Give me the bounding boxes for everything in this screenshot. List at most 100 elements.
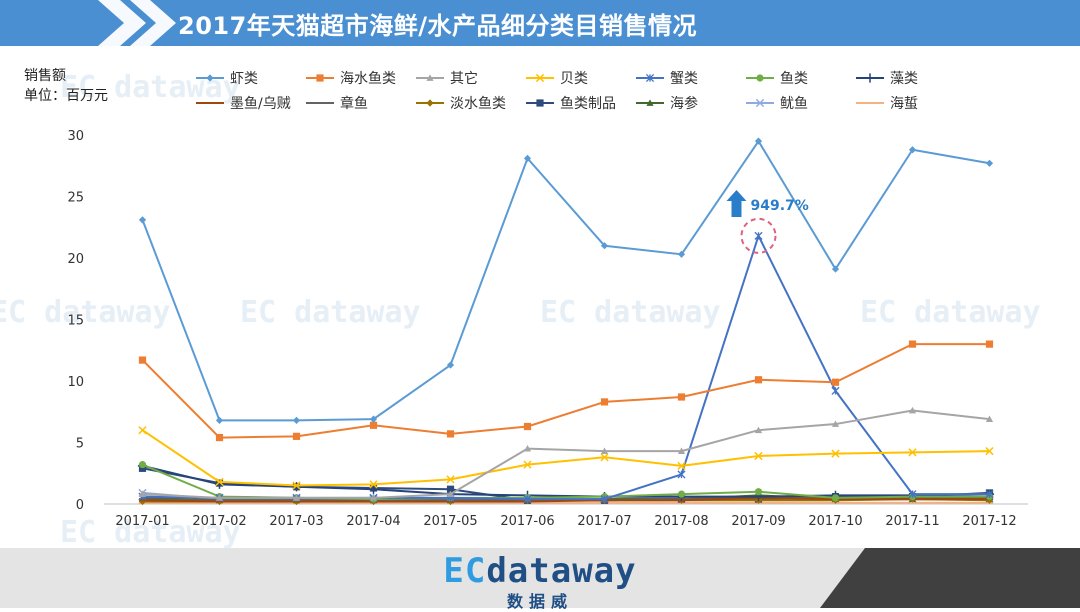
data-point xyxy=(908,146,917,154)
y-axis-unit: 单位：百万元 xyxy=(24,88,108,104)
data-point xyxy=(138,461,147,469)
data-point xyxy=(908,490,917,499)
data-point xyxy=(985,340,994,348)
legend-label: 贝类 xyxy=(560,71,588,87)
data-point xyxy=(536,99,544,107)
data-point xyxy=(831,378,840,386)
legend-item: 海蜇 xyxy=(856,96,918,112)
series-1 xyxy=(138,137,994,424)
data-point xyxy=(754,376,763,384)
x-tick-label: 2017-02 xyxy=(192,514,246,529)
series-4 xyxy=(138,426,994,490)
data-point xyxy=(138,490,147,498)
data-point xyxy=(831,449,840,458)
footer-corner-decoration xyxy=(820,548,1080,608)
legend-item: 蟹类 xyxy=(636,71,698,87)
legend-label: 章鱼 xyxy=(340,95,368,112)
legend-label: 其它 xyxy=(450,70,478,87)
data-point xyxy=(446,490,455,498)
footer-bar xyxy=(0,548,1080,608)
legend-item: 章鱼 xyxy=(306,95,368,112)
data-point xyxy=(756,74,764,82)
data-point xyxy=(369,415,378,423)
data-point xyxy=(600,242,609,250)
data-point xyxy=(446,485,455,493)
legend-item: 鱼类 xyxy=(746,70,808,87)
data-point xyxy=(215,494,224,501)
legend-item: 鱿鱼 xyxy=(746,95,808,112)
x-tick-label: 2017-05 xyxy=(423,514,477,529)
data-point xyxy=(292,494,301,501)
legend-item: 其它 xyxy=(416,70,478,87)
data-point xyxy=(292,416,301,424)
data-point xyxy=(426,74,434,81)
brand-prefix: EC xyxy=(443,551,487,591)
brand-suffix: dataway xyxy=(486,551,637,591)
data-point xyxy=(985,159,994,167)
legend-label: 鱿鱼 xyxy=(780,95,808,112)
data-point xyxy=(908,340,917,348)
data-point xyxy=(755,98,765,108)
data-point xyxy=(754,426,763,434)
data-point xyxy=(523,422,532,431)
data-point xyxy=(831,420,840,427)
data-point xyxy=(677,447,686,454)
data-point xyxy=(535,73,545,83)
series-line xyxy=(142,496,990,503)
data-point xyxy=(646,99,654,106)
legend-label: 墨鱼/乌贼 xyxy=(230,95,291,112)
data-point xyxy=(754,488,763,496)
chevron-decoration-icon xyxy=(98,0,176,46)
data-point xyxy=(369,480,378,489)
data-point xyxy=(215,416,224,424)
y-tick-label: 0 xyxy=(76,498,84,513)
series-3 xyxy=(138,406,994,501)
data-point xyxy=(426,99,434,107)
data-point xyxy=(369,421,378,429)
data-point xyxy=(368,484,379,494)
header-banner: 2017年天猫超市海鲜/水产品细分类目销售情况 xyxy=(0,0,1080,46)
page-title: 2017年天猫超市海鲜/水产品细分类目销售情况 xyxy=(178,12,698,40)
legend-label: 虾类 xyxy=(230,71,258,87)
y-tick-label: 5 xyxy=(76,437,84,452)
data-point xyxy=(985,446,994,456)
data-point xyxy=(754,231,763,240)
data-point xyxy=(600,495,609,504)
data-point xyxy=(831,494,840,502)
data-point xyxy=(291,482,302,492)
data-point xyxy=(523,445,532,452)
data-point xyxy=(523,460,532,469)
y-tick-label: 30 xyxy=(67,129,84,144)
legend-item: 虾类 xyxy=(196,71,258,87)
data-point xyxy=(600,453,609,462)
data-point xyxy=(754,451,763,461)
x-tick-label: 2017-01 xyxy=(115,514,169,529)
legend-item: 海水鱼类 xyxy=(306,70,396,87)
data-point xyxy=(206,74,214,82)
x-tick-label: 2017-04 xyxy=(346,514,400,529)
data-point xyxy=(831,265,840,273)
legend-label: 海蜇 xyxy=(890,96,918,112)
y-tick-label: 25 xyxy=(67,191,84,206)
series-line xyxy=(141,343,990,439)
up-arrow-icon xyxy=(726,190,747,217)
legend-label: 淡水鱼类 xyxy=(450,95,506,112)
series-line xyxy=(142,463,990,501)
data-point xyxy=(446,361,455,369)
legend-label: 鱼类制品 xyxy=(560,95,616,112)
data-point xyxy=(754,137,763,145)
x-tick-label: 2017-12 xyxy=(962,514,1016,529)
legend-label: 蟹类 xyxy=(670,71,698,87)
highlight-circle xyxy=(740,217,777,254)
series-line xyxy=(142,409,990,499)
growth-annotation: 949.7% xyxy=(751,198,809,214)
data-point xyxy=(316,74,324,82)
data-point xyxy=(677,393,686,401)
legend-label: 海参 xyxy=(670,95,698,112)
data-point xyxy=(600,447,609,454)
data-point xyxy=(645,73,655,83)
x-tick-label: 2017-08 xyxy=(654,514,708,529)
series-line xyxy=(142,464,990,498)
data-point xyxy=(865,73,875,83)
data-point xyxy=(677,470,686,479)
